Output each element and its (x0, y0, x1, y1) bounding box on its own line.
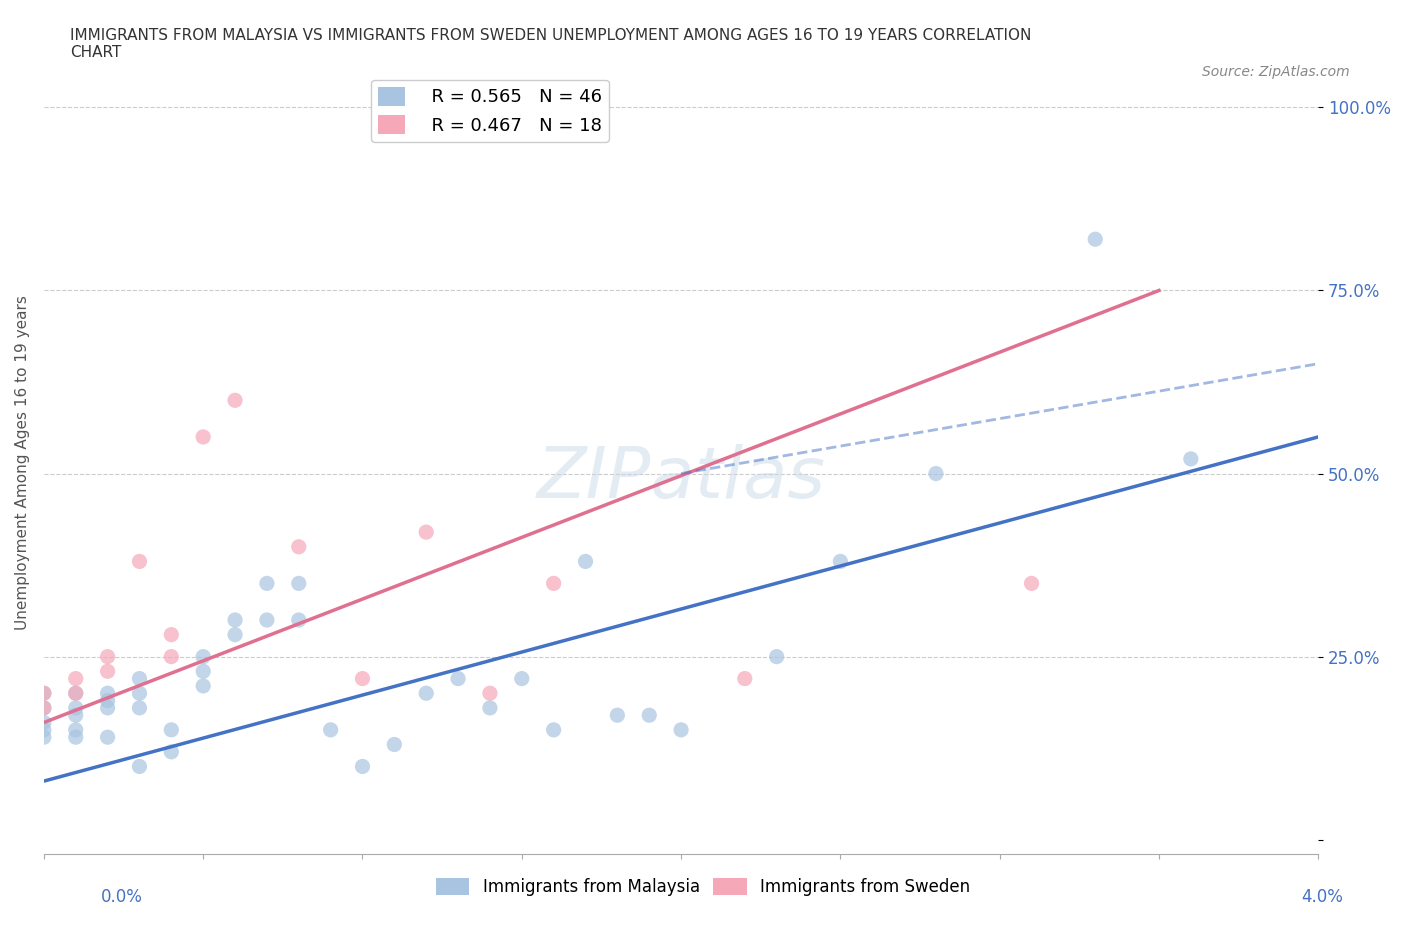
Point (65, 671, 87, 686)
Point (65, 730, 87, 745)
Legend:   R = 0.565   N = 46,   R = 0.467   N = 18: R = 0.565 N = 46, R = 0.467 N = 18 (371, 80, 609, 142)
Point (1084, 232, 1107, 246)
Point (256, 576, 278, 591)
Point (352, 759, 374, 774)
Point (128, 700, 150, 715)
Point (32, 700, 55, 715)
Point (510, 671, 533, 686)
Point (287, 613, 309, 628)
Point (478, 700, 501, 715)
Point (32, 715, 55, 730)
Text: IMMIGRANTS FROM MALAYSIA VS IMMIGRANTS FROM SWEDEN UNEMPLOYMENT AMONG AGES 16 TO: IMMIGRANTS FROM MALAYSIA VS IMMIGRANTS F… (70, 28, 1032, 60)
Point (606, 708, 628, 723)
Point (128, 554, 150, 569)
Point (97, 649, 120, 664)
Point (128, 671, 150, 686)
Point (32, 700, 55, 715)
Point (415, 685, 437, 700)
Point (128, 685, 150, 700)
Text: Source: ZipAtlas.com: Source: ZipAtlas.com (1202, 65, 1350, 79)
Legend: Immigrants from Malaysia, Immigrants from Sweden: Immigrants from Malaysia, Immigrants fro… (429, 871, 977, 903)
Point (193, 649, 215, 664)
Point (32, 723, 55, 737)
Point (830, 554, 852, 569)
Point (256, 613, 278, 628)
Point (160, 723, 183, 737)
Point (32, 685, 55, 700)
Point (193, 664, 215, 679)
Point (224, 627, 246, 642)
Point (319, 723, 342, 737)
Point (1180, 451, 1202, 466)
Point (382, 737, 405, 752)
Point (287, 539, 309, 554)
Point (765, 649, 787, 664)
Point (543, 576, 565, 591)
Point (925, 466, 948, 481)
Point (160, 744, 183, 759)
Point (65, 723, 87, 737)
Point (97, 685, 120, 700)
Text: ZIPatlas: ZIPatlas (537, 444, 825, 512)
Text: 4.0%: 4.0% (1301, 888, 1343, 906)
Point (574, 554, 596, 569)
Point (32, 730, 55, 745)
Point (287, 576, 309, 591)
Point (97, 693, 120, 708)
Point (224, 613, 246, 628)
Point (160, 649, 183, 664)
Point (543, 723, 565, 737)
Text: 0.0%: 0.0% (101, 888, 143, 906)
Point (97, 730, 120, 745)
Point (478, 685, 501, 700)
Point (65, 685, 87, 700)
Point (1021, 576, 1043, 591)
Point (224, 392, 246, 407)
Point (352, 671, 374, 686)
Point (447, 671, 470, 686)
Point (32, 685, 55, 700)
Point (97, 664, 120, 679)
Point (193, 679, 215, 694)
Point (734, 671, 756, 686)
Point (193, 430, 215, 445)
Point (638, 708, 661, 723)
Point (128, 759, 150, 774)
Point (415, 525, 437, 539)
Point (669, 723, 692, 737)
Y-axis label: Unemployment Among Ages 16 to 19 years: Unemployment Among Ages 16 to 19 years (15, 295, 30, 630)
Point (65, 708, 87, 723)
Point (97, 700, 120, 715)
Point (65, 700, 87, 715)
Point (160, 627, 183, 642)
Point (65, 685, 87, 700)
